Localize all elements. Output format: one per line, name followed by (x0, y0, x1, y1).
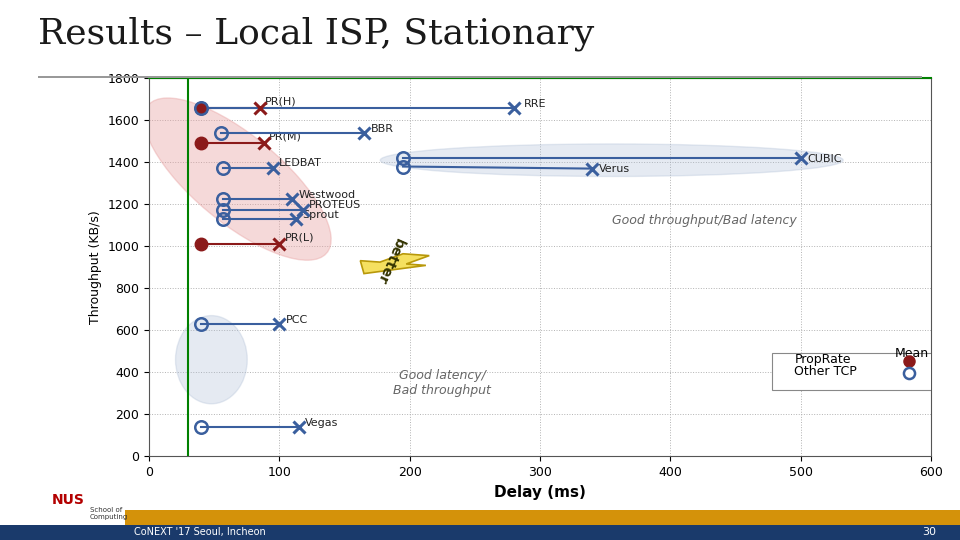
Text: Other TCP: Other TCP (794, 366, 857, 379)
Text: Vegas: Vegas (305, 418, 339, 428)
Text: CoNEXT '17 Seoul, Incheon: CoNEXT '17 Seoul, Incheon (134, 526, 266, 537)
Y-axis label: Throughput (KB/s): Throughput (KB/s) (88, 211, 102, 324)
Text: Sprout: Sprout (302, 210, 340, 220)
FancyBboxPatch shape (772, 353, 960, 389)
Text: better: better (373, 236, 406, 286)
Text: LEDBAT: LEDBAT (279, 159, 322, 168)
Text: CUBIC: CUBIC (807, 154, 842, 164)
Ellipse shape (144, 98, 331, 260)
Text: Verus: Verus (599, 164, 630, 174)
Text: Mean: Mean (895, 347, 928, 360)
Text: PROTEUS: PROTEUS (309, 200, 362, 211)
Text: Results – Local ISP, Stationary: Results – Local ISP, Stationary (38, 16, 594, 51)
Text: PCC: PCC (286, 315, 308, 325)
Text: NUS: NUS (52, 492, 85, 507)
Text: PropRate: PropRate (794, 353, 851, 366)
Ellipse shape (176, 315, 248, 404)
Text: Good throughput/Bad latency: Good throughput/Bad latency (612, 214, 797, 227)
Text: 30: 30 (922, 526, 936, 537)
Text: BBR: BBR (371, 124, 394, 134)
Text: School of
Computing: School of Computing (90, 507, 128, 519)
Text: PR(L): PR(L) (284, 233, 314, 242)
Text: Good latency/
Bad throughput: Good latency/ Bad throughput (394, 369, 492, 397)
Text: Westwood: Westwood (299, 190, 356, 200)
Ellipse shape (380, 144, 843, 177)
Text: PR(H): PR(H) (265, 96, 297, 106)
Text: PR(M): PR(M) (269, 132, 301, 141)
X-axis label: Delay (ms): Delay (ms) (494, 484, 586, 500)
Text: RRE: RRE (524, 99, 547, 109)
FancyArrow shape (360, 254, 429, 274)
